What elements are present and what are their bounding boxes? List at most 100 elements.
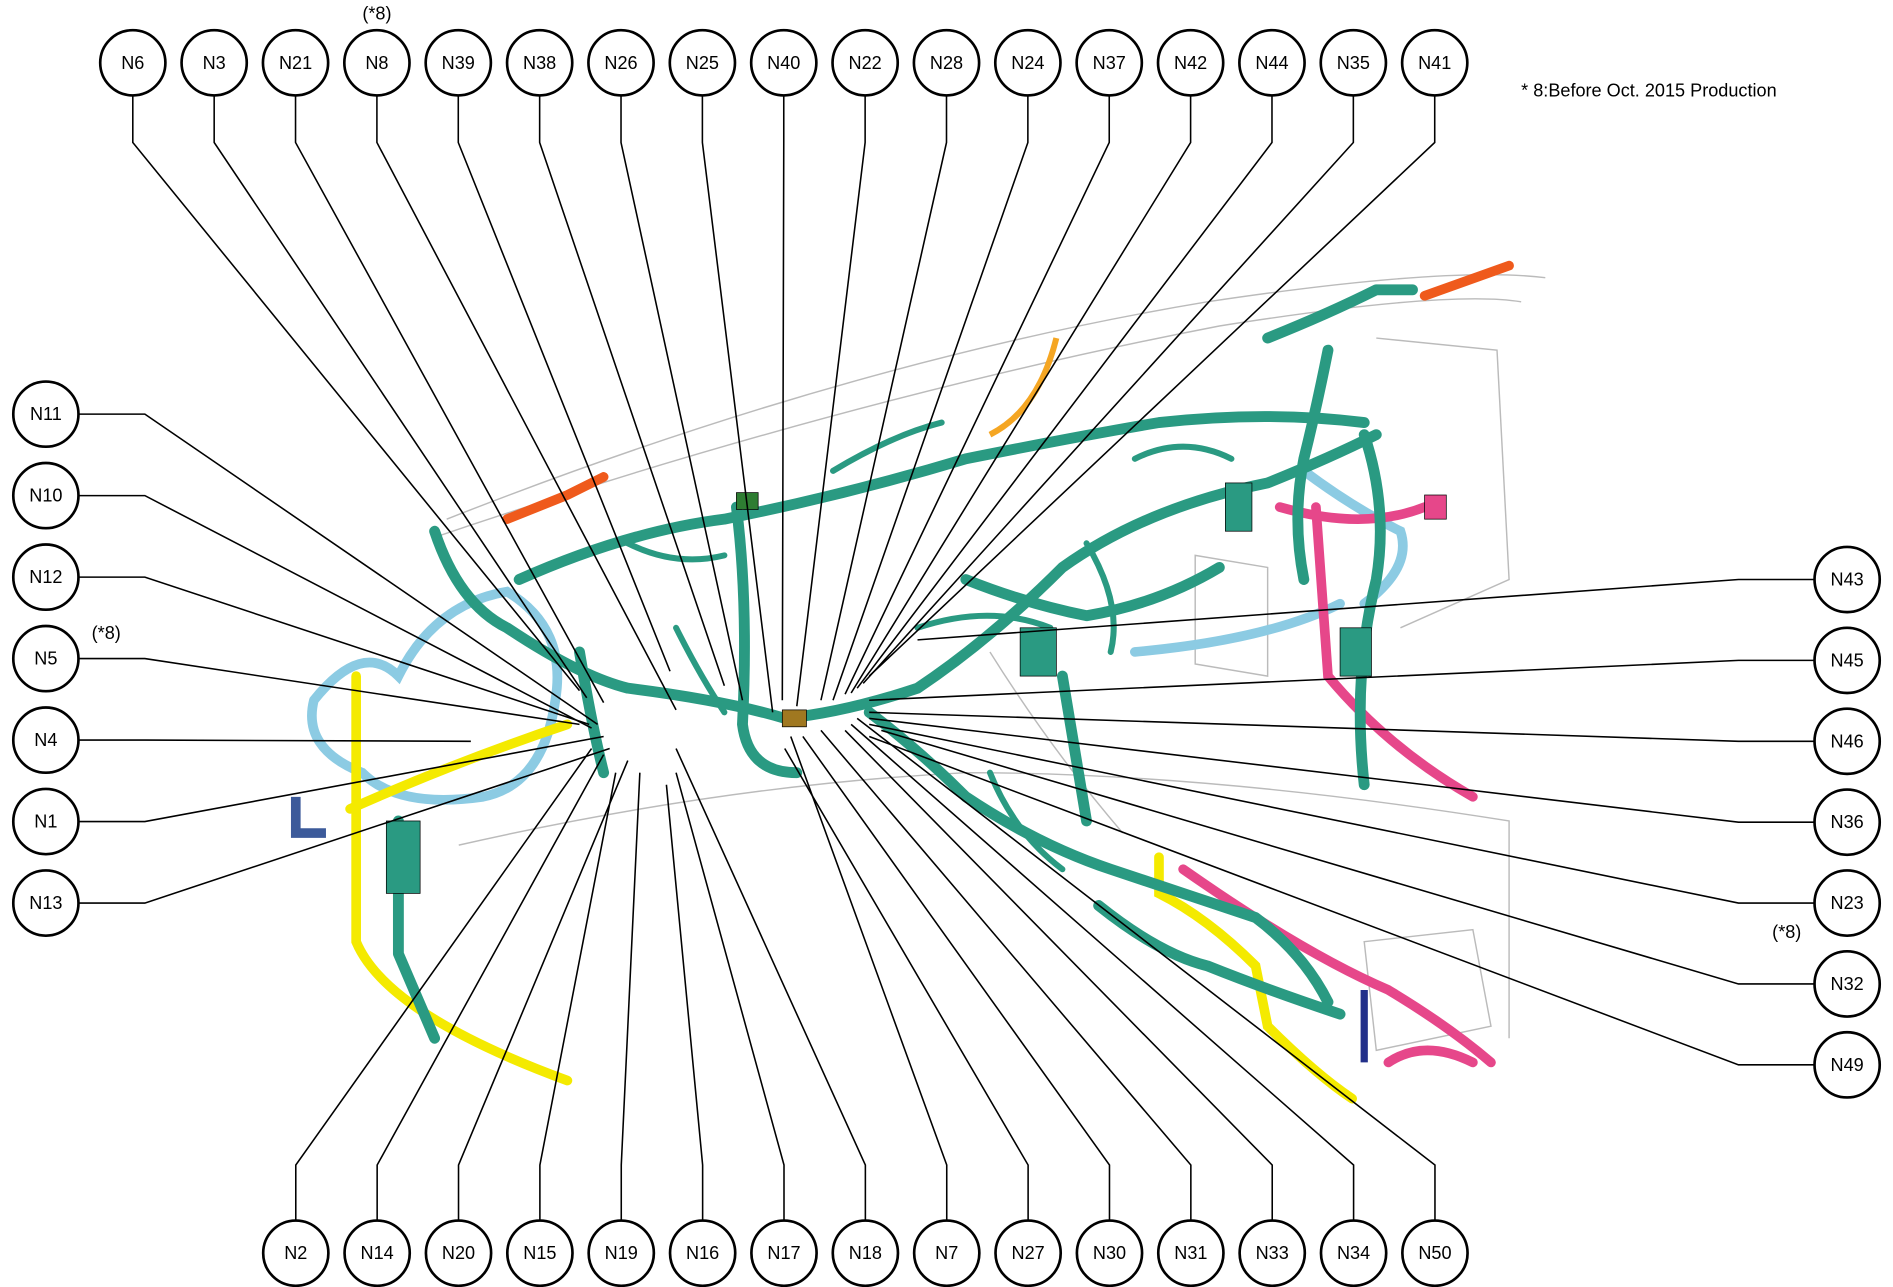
connector-circle xyxy=(180,28,249,97)
connector-label: N25 xyxy=(686,53,719,73)
connector-label: N45 xyxy=(1831,650,1864,670)
connector-label: N33 xyxy=(1256,1243,1289,1263)
connector-label: N40 xyxy=(767,53,800,73)
leader-lines xyxy=(45,62,1848,1254)
connector-label: N6 xyxy=(121,53,144,73)
connector-circle xyxy=(1319,1219,1388,1287)
connector-circle xyxy=(11,461,80,530)
connector-circle xyxy=(261,28,330,97)
connector-label: N26 xyxy=(604,53,637,73)
connector-circle xyxy=(912,1219,981,1287)
connector-circle xyxy=(1401,1219,1469,1287)
connector-label: N23 xyxy=(1831,893,1864,913)
leader-line xyxy=(539,772,617,1254)
connector-label: N1 xyxy=(34,812,57,832)
connector-circle xyxy=(1075,28,1144,97)
connector-circle xyxy=(343,1219,412,1287)
connector-label: N44 xyxy=(1255,53,1288,73)
footnote: * 8:Before Oct. 2015 Production xyxy=(1521,81,1776,101)
connector-label: N22 xyxy=(849,53,882,73)
connector-label: N34 xyxy=(1337,1243,1370,1263)
connector-circle xyxy=(1813,1030,1882,1099)
connector-note: (*8) xyxy=(1772,922,1801,942)
connector-label: N31 xyxy=(1174,1243,1207,1263)
connector-label: N14 xyxy=(361,1243,394,1263)
leader-line xyxy=(45,739,471,743)
connector-label: N30 xyxy=(1093,1243,1126,1263)
connector-circle xyxy=(11,706,80,775)
leader-line xyxy=(294,62,605,704)
connector-label: N2 xyxy=(284,1243,307,1263)
leader-line xyxy=(294,748,593,1254)
connector-circle xyxy=(424,28,493,97)
connector-circle xyxy=(993,28,1062,97)
connector-circle xyxy=(11,787,80,856)
connector-label: N5 xyxy=(34,649,57,669)
leader-line xyxy=(620,772,641,1254)
connector-circle xyxy=(1813,626,1882,695)
connector-label: N43 xyxy=(1831,570,1864,590)
connector-circle xyxy=(1400,28,1469,97)
connector-label: N50 xyxy=(1418,1243,1451,1263)
connector-circle xyxy=(994,1219,1063,1287)
connector-label: N16 xyxy=(686,1243,719,1263)
connector-circle xyxy=(749,28,818,97)
connector-circle xyxy=(11,543,80,612)
connector-label: N41 xyxy=(1418,53,1451,73)
leader-line xyxy=(802,736,1111,1254)
connector-label: N39 xyxy=(442,53,475,73)
connector-label: N10 xyxy=(29,486,62,506)
leader-line xyxy=(665,784,704,1254)
leader-line xyxy=(675,748,867,1254)
connector-circle xyxy=(342,28,411,97)
leader-line xyxy=(796,62,866,707)
leader-line xyxy=(917,578,1848,641)
connector-label: N4 xyxy=(34,730,57,750)
leader-line xyxy=(620,62,744,701)
leader-line xyxy=(820,62,948,701)
connector-circle xyxy=(11,380,80,449)
connector-circle xyxy=(505,28,574,97)
leader-line xyxy=(869,711,1848,743)
connector-circle xyxy=(11,624,80,693)
connector-label: N24 xyxy=(1011,53,1044,73)
connector-circle xyxy=(831,1219,900,1287)
connector-circle xyxy=(1075,1219,1144,1287)
leader-line xyxy=(869,717,1848,823)
connector-circle xyxy=(1238,1219,1307,1287)
connector-label: N46 xyxy=(1831,731,1864,751)
leader-line xyxy=(213,62,588,699)
leader-line xyxy=(790,736,948,1254)
connector-label: N38 xyxy=(523,53,556,73)
connector-circle xyxy=(1813,707,1882,776)
connector-label: N3 xyxy=(203,53,226,73)
leader-line xyxy=(675,772,785,1254)
connector-label: N27 xyxy=(1012,1243,1045,1263)
connector-label: N11 xyxy=(30,404,62,424)
leader-line xyxy=(45,413,599,726)
connector-circle xyxy=(831,28,900,97)
connector-circle xyxy=(587,28,655,97)
connector-circle xyxy=(1813,869,1882,937)
connector-note: (*8) xyxy=(92,623,121,643)
connector-label: N8 xyxy=(365,53,388,73)
connector-circle xyxy=(424,1219,493,1287)
connector-label: N21 xyxy=(279,53,312,73)
connector-circle xyxy=(912,28,981,97)
leader-line xyxy=(781,62,785,701)
leader-line xyxy=(868,735,1848,1066)
connector-circle xyxy=(261,1219,330,1287)
connector-circle xyxy=(750,1219,818,1287)
connector-label: N35 xyxy=(1337,53,1370,73)
leader-line xyxy=(869,723,1848,904)
connector-circle xyxy=(1813,545,1882,614)
leader-line xyxy=(701,62,774,713)
leader-line xyxy=(832,62,1029,701)
connector-label: N32 xyxy=(1831,974,1864,994)
connector-circle xyxy=(1156,28,1225,97)
connector-label: N18 xyxy=(849,1243,882,1263)
leader-line xyxy=(869,659,1848,702)
connector-circle xyxy=(587,1219,656,1287)
